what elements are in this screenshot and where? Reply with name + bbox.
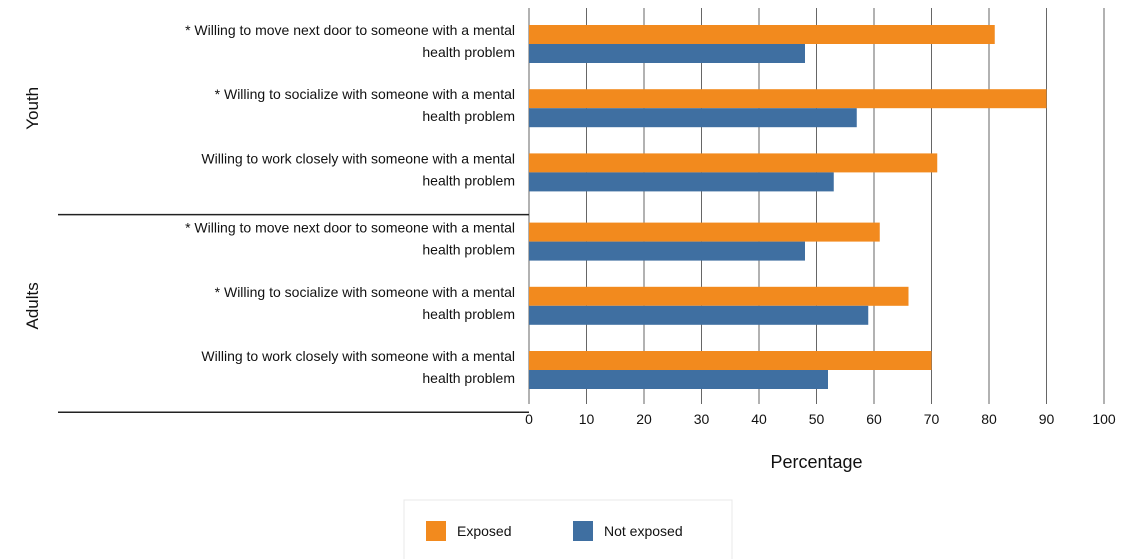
category-label: health problem bbox=[422, 172, 515, 188]
category-label: health problem bbox=[422, 306, 515, 322]
bar-exposed bbox=[529, 286, 909, 306]
bar-not-exposed bbox=[529, 108, 857, 128]
x-axis-label: Percentage bbox=[770, 452, 862, 472]
category-label: health problem bbox=[422, 370, 515, 386]
gridlines bbox=[528, 8, 1105, 404]
category-label: Willing to work closely with someone wit… bbox=[201, 348, 515, 364]
x-tick-label: 60 bbox=[866, 411, 882, 427]
x-tick-label: 90 bbox=[1039, 411, 1055, 427]
bar-exposed bbox=[529, 222, 880, 242]
bar-not-exposed bbox=[529, 241, 805, 261]
bar-exposed bbox=[529, 351, 932, 370]
x-tick-label: 20 bbox=[636, 411, 652, 427]
x-tick-labels: 0 10 20 30 40 50 60 70 80 90 100 bbox=[525, 411, 1116, 427]
bar-exposed bbox=[529, 89, 1047, 109]
legend-swatch bbox=[573, 521, 593, 541]
x-tick-label: 0 bbox=[525, 411, 533, 427]
x-tick-label: 40 bbox=[751, 411, 767, 427]
bar-not-exposed bbox=[529, 172, 834, 192]
bar-exposed bbox=[529, 153, 938, 173]
group-labels: Youth Adults bbox=[23, 87, 42, 330]
x-tick-label: 10 bbox=[579, 411, 595, 427]
category-labels: * Willing to move next door to someone w… bbox=[185, 22, 515, 386]
category-label: health problem bbox=[422, 108, 515, 124]
legend-label: Exposed bbox=[457, 523, 511, 539]
legend: Exposed Not exposed bbox=[403, 499, 733, 559]
category-label: Willing to work closely with someone wit… bbox=[201, 150, 515, 166]
legend-label: Not exposed bbox=[604, 523, 683, 539]
category-label: * Willing to move next door to someone w… bbox=[185, 220, 515, 236]
category-label: * Willing to move next door to someone w… bbox=[185, 22, 515, 38]
x-tick-label: 50 bbox=[809, 411, 825, 427]
group-separators bbox=[58, 213, 529, 413]
legend-swatch bbox=[426, 521, 446, 541]
group-label-youth: Youth bbox=[23, 87, 42, 130]
bar-not-exposed bbox=[529, 44, 805, 63]
x-tick-label: 70 bbox=[924, 411, 940, 427]
category-label: * Willing to socialize with someone with… bbox=[215, 284, 515, 300]
x-tick-label: 30 bbox=[694, 411, 710, 427]
x-tick-label: 80 bbox=[981, 411, 997, 427]
category-label: health problem bbox=[422, 44, 515, 60]
group-label-adults: Adults bbox=[23, 282, 42, 329]
x-tick-label: 100 bbox=[1092, 411, 1116, 427]
bar-exposed bbox=[529, 25, 995, 44]
bar-not-exposed bbox=[529, 370, 828, 389]
bars bbox=[529, 25, 1047, 389]
legend-box bbox=[403, 499, 733, 559]
bar-not-exposed bbox=[529, 305, 869, 325]
category-label: health problem bbox=[422, 242, 515, 258]
category-label: * Willing to socialize with someone with… bbox=[215, 86, 515, 102]
